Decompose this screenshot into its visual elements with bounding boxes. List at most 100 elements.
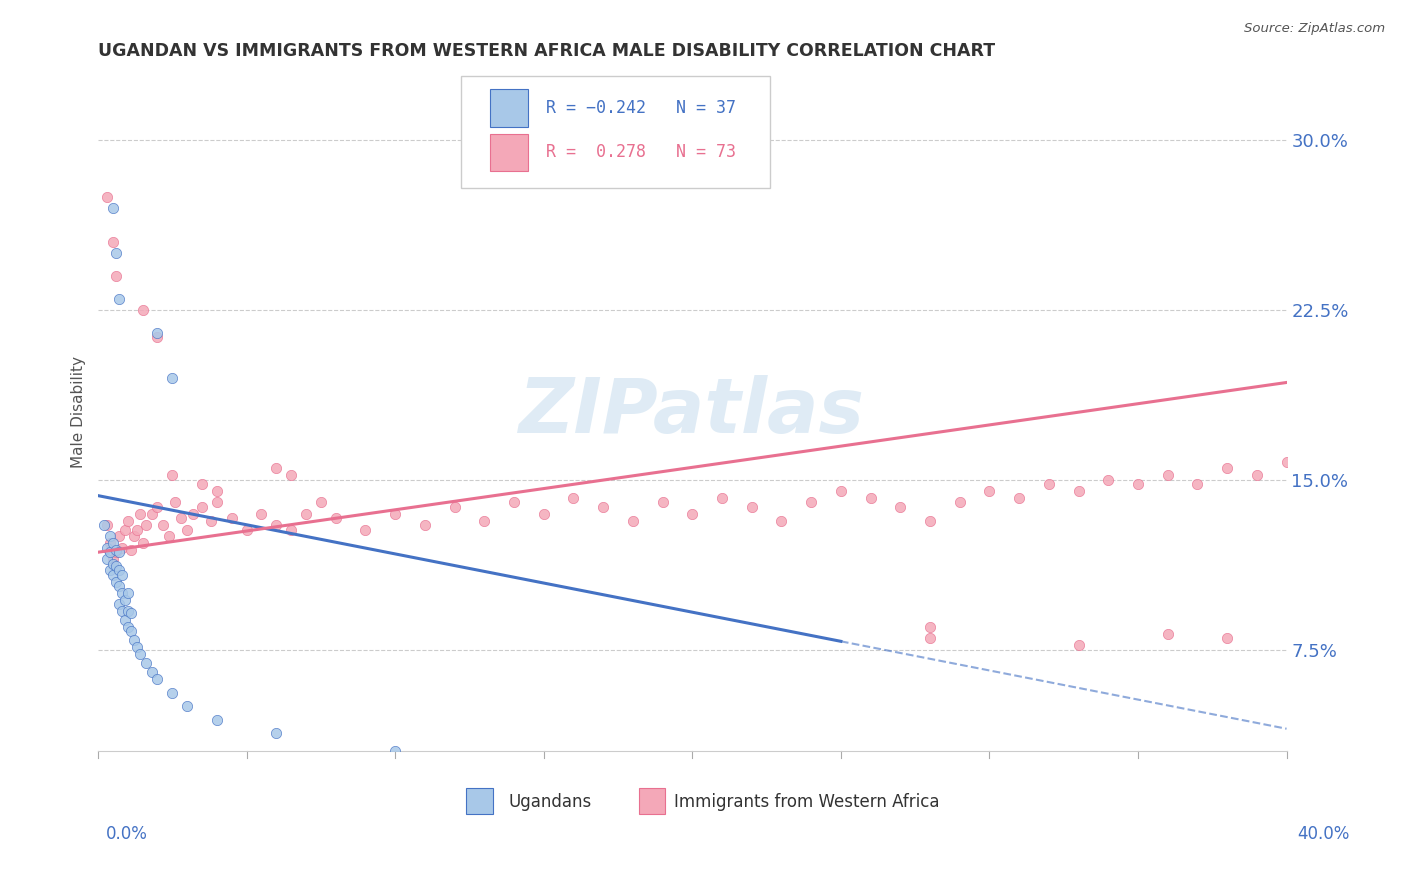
Point: [114, 592, 136, 607]
Point: [1126, 477, 1149, 491]
Point: [101, 201, 124, 215]
Point: [1216, 461, 1239, 475]
Point: [1157, 626, 1180, 640]
Point: [191, 500, 214, 514]
Point: [266, 461, 288, 475]
Point: [114, 523, 136, 537]
Point: [96, 190, 118, 204]
Point: [117, 514, 139, 528]
Point: [859, 491, 882, 505]
Point: [98, 563, 121, 577]
Point: [98, 529, 121, 543]
Point: [146, 500, 169, 514]
Text: R =  0.278   N = 73: R = 0.278 N = 73: [546, 144, 737, 161]
Point: [205, 713, 228, 727]
Point: [104, 543, 127, 558]
Point: [128, 647, 150, 661]
Point: [621, 514, 644, 528]
Point: [413, 518, 436, 533]
Point: [266, 518, 288, 533]
Point: [146, 672, 169, 686]
Point: [979, 484, 1001, 499]
Bar: [491, 89, 529, 127]
Point: [98, 545, 121, 559]
Point: [191, 477, 214, 491]
Point: [108, 597, 131, 611]
Point: [101, 557, 124, 571]
Point: [96, 518, 118, 533]
Point: [1187, 477, 1209, 491]
Text: UGANDAN VS IMMIGRANTS FROM WESTERN AFRICA MALE DISABILITY CORRELATION CHART: UGANDAN VS IMMIGRANTS FROM WESTERN AFRIC…: [98, 42, 995, 60]
Point: [120, 607, 142, 621]
Point: [443, 500, 465, 514]
Point: [918, 514, 941, 528]
Point: [918, 620, 941, 634]
Text: 0.0%: 0.0%: [105, 825, 148, 843]
Point: [280, 468, 302, 483]
Point: [96, 552, 118, 566]
Text: R = −0.242   N = 37: R = −0.242 N = 37: [546, 99, 737, 117]
Point: [141, 665, 163, 680]
Text: Immigrants from Western Africa: Immigrants from Western Africa: [675, 793, 941, 812]
Text: Ugandans: Ugandans: [508, 793, 592, 812]
Point: [111, 586, 134, 600]
Point: [1275, 455, 1298, 469]
Point: [200, 514, 222, 528]
Point: [205, 495, 228, 509]
Point: [711, 491, 734, 505]
Point: [120, 624, 142, 639]
Point: [98, 536, 121, 550]
Bar: [638, 788, 665, 814]
Point: [205, 484, 228, 499]
Point: [135, 656, 157, 670]
Text: Source: ZipAtlas.com: Source: ZipAtlas.com: [1244, 22, 1385, 36]
Point: [770, 514, 793, 528]
Point: [111, 567, 134, 582]
Point: [830, 484, 852, 499]
Bar: [467, 788, 492, 814]
Point: [325, 511, 347, 525]
Point: [250, 507, 273, 521]
Point: [562, 491, 585, 505]
Point: [309, 495, 332, 509]
Point: [800, 495, 823, 509]
Point: [117, 620, 139, 634]
Point: [176, 523, 198, 537]
Text: 40.0%: 40.0%: [1298, 825, 1350, 843]
Point: [114, 613, 136, 627]
Point: [146, 330, 169, 344]
Point: [131, 303, 153, 318]
Point: [181, 507, 204, 521]
Point: [122, 529, 145, 543]
Point: [104, 558, 127, 573]
Point: [1246, 468, 1268, 483]
Point: [1216, 631, 1239, 645]
Point: [170, 511, 193, 525]
Point: [128, 507, 150, 521]
Point: [354, 523, 377, 537]
Point: [117, 604, 139, 618]
Point: [651, 495, 673, 509]
Point: [101, 552, 124, 566]
Point: [135, 518, 157, 533]
Point: [280, 523, 302, 537]
Point: [221, 511, 243, 525]
Point: [104, 574, 127, 589]
Point: [384, 744, 406, 758]
Point: [681, 507, 703, 521]
Point: [1067, 638, 1090, 652]
Point: [101, 567, 124, 582]
Point: [131, 536, 153, 550]
Point: [101, 235, 124, 249]
Point: [108, 563, 131, 577]
Point: [472, 514, 495, 528]
Point: [108, 545, 131, 559]
Point: [104, 269, 127, 284]
Point: [165, 495, 187, 509]
Point: [162, 371, 184, 385]
Point: [152, 518, 174, 533]
Point: [108, 579, 131, 593]
Point: [889, 500, 911, 514]
Point: [1008, 491, 1031, 505]
Point: [108, 529, 131, 543]
